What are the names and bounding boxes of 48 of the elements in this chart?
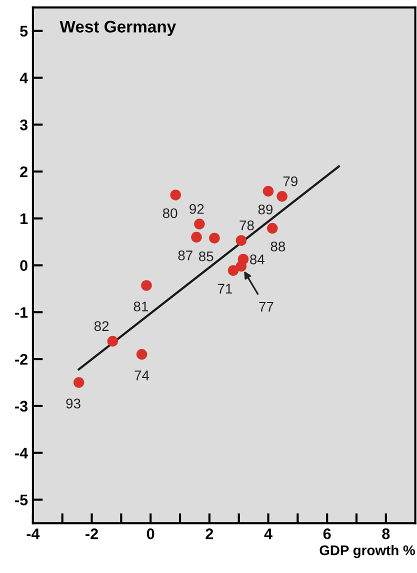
- y-tick-label: 5: [20, 26, 28, 37]
- annotation: 82: [94, 321, 109, 332]
- x-tick-label: 4: [264, 528, 272, 540]
- x-tick-label: 8: [382, 528, 390, 540]
- annotation: 77: [259, 302, 274, 312]
- point: [228, 265, 239, 276]
- point: [141, 280, 152, 291]
- x-axis-title: GDP growth %: [320, 545, 415, 558]
- annotation: 81: [134, 302, 148, 312]
- annotation: 78: [240, 220, 254, 230]
- point: [73, 377, 84, 388]
- y-tick-label: 4: [20, 72, 28, 84]
- point: [236, 260, 247, 272]
- point: [267, 222, 278, 234]
- y-tick-label: -5: [15, 494, 28, 506]
- y-tick-label: -2: [15, 354, 28, 365]
- y-tick-label: 2: [20, 166, 28, 178]
- annotation: 92: [190, 204, 204, 214]
- point: [194, 218, 205, 230]
- point: [209, 232, 220, 244]
- y-tick-label: 3: [20, 120, 28, 130]
- text: West Germany: [60, 20, 176, 36]
- annotation: 87: [178, 250, 192, 260]
- x-tick-label: 2: [206, 528, 214, 540]
- y-tick-label: 1: [20, 213, 28, 224]
- x-tick-label: 6: [323, 528, 331, 540]
- x-tick-label: 0: [146, 528, 154, 540]
- y-tick-label: -1: [15, 307, 28, 318]
- annotation: 79: [283, 176, 298, 186]
- point: [276, 191, 288, 202]
- annotation: 89: [258, 204, 273, 214]
- annotation: 88: [270, 242, 286, 252]
- y-tick-label: -3: [15, 400, 28, 412]
- point: [136, 348, 148, 360]
- annotation: 74: [134, 370, 150, 380]
- x-tick-label: -2: [86, 528, 98, 540]
- y-tick-label: -4: [15, 448, 28, 458]
- point: [191, 232, 202, 243]
- annotation: 71: [218, 284, 232, 294]
- annotation: 80: [162, 208, 178, 218]
- annotation: 93: [66, 398, 80, 408]
- point: [107, 336, 118, 347]
- point: [262, 186, 274, 197]
- point: [236, 235, 247, 246]
- point: [170, 190, 181, 200]
- annotation: 85: [198, 251, 214, 262]
- y-tick-label: 0: [20, 260, 28, 271]
- annotation: 84: [250, 254, 264, 264]
